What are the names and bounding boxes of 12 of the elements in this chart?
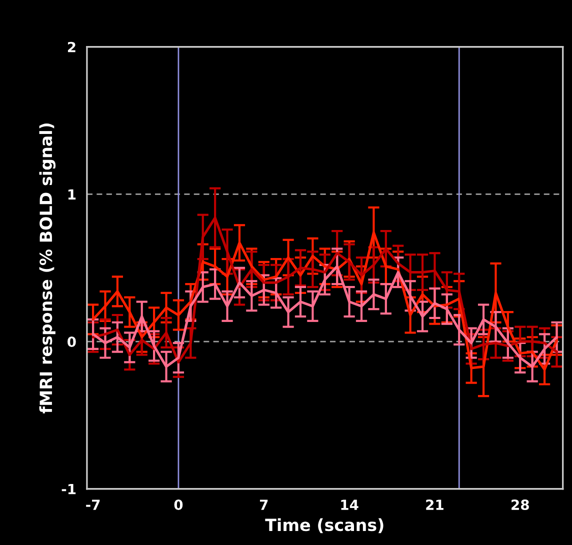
y-tick-label: 2 [68,42,76,52]
x-tick-label: 21 [426,500,444,510]
x-tick-label: 7 [260,500,268,510]
x-tick-label: 14 [341,500,358,510]
x-tick-label: 0 [174,500,183,510]
x-tick-label: 28 [512,500,529,510]
y-tick-label: -1 [62,484,76,494]
x-axis-title: Time (scans) [265,518,384,534]
y-tick-label: 1 [68,189,76,200]
y-tick-label: 0 [68,336,76,348]
x-tick-label: -7 [86,500,100,510]
y-axis-title: fMRI response (% BOLD signal) [39,123,56,414]
